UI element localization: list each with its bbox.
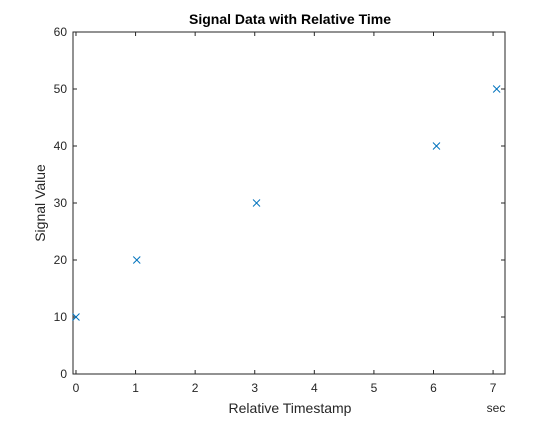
y-axis-label: Signal Value: [32, 164, 48, 242]
plot-area: [72, 31, 506, 375]
y-tick-label: 40: [54, 139, 68, 153]
x-axis-unit-label: sec: [487, 401, 506, 415]
y-tick-label: 20: [54, 253, 68, 267]
y-axis: 0 10 20 30 40 50 60: [54, 25, 505, 381]
x-tick-label: 0: [73, 381, 80, 395]
y-tick-label: 60: [54, 25, 68, 39]
x-tick-label: 2: [192, 381, 199, 395]
x-axis-label: Relative Timestamp: [229, 400, 352, 416]
y-tick-label: 10: [54, 310, 68, 324]
data-point-marker: [432, 142, 441, 150]
x-tick-label: 1: [132, 381, 139, 395]
x-tick-label: 6: [430, 381, 437, 395]
x-tick-label: 7: [490, 381, 497, 395]
data-point-marker: [252, 199, 261, 207]
y-tick-label: 0: [60, 367, 67, 381]
y-tick-label: 50: [54, 82, 68, 96]
data-series: [72, 85, 501, 321]
data-point-marker: [132, 256, 141, 264]
x-tick-label: 4: [311, 381, 318, 395]
x-tick-label: 3: [251, 381, 258, 395]
data-point-marker: [72, 313, 80, 321]
x-tick-label: 5: [371, 381, 378, 395]
chart-title: Signal Data with Relative Time: [189, 11, 391, 27]
y-tick-label: 30: [54, 196, 68, 210]
x-axis: 0 1 2 3 4 5 6 7: [73, 32, 497, 395]
data-point-marker: [492, 85, 501, 93]
